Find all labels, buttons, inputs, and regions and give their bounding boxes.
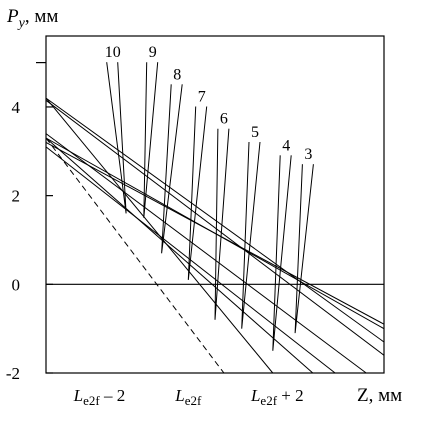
series-line-3	[45, 97, 385, 343]
leader-line-4	[272, 155, 292, 351]
series-line-9	[45, 137, 314, 374]
y-tick-label: 2	[12, 187, 21, 206]
leader-line-6	[214, 128, 230, 320]
series-line-dashed	[45, 137, 225, 374]
ticks-layer	[36, 62, 384, 374]
series-line-6	[45, 141, 385, 325]
leader-layer	[106, 62, 314, 351]
leader-line-9	[143, 62, 159, 218]
y-axis-label: Py, мм	[6, 6, 58, 31]
y-tick-label: 0	[12, 275, 21, 294]
x-tick-label: Le2f + 2	[250, 386, 304, 408]
series-line-10	[45, 97, 274, 374]
y-axis-label-unit: , мм	[25, 6, 59, 27]
leader-line-5	[241, 141, 261, 329]
leader-line-10	[106, 62, 127, 214]
series-line-4	[45, 99, 385, 356]
series-line-7	[45, 133, 367, 374]
y-tick-label: -2	[6, 364, 20, 383]
series-label-6: 6	[220, 111, 228, 128]
series-label-7: 7	[198, 89, 206, 106]
series-label-8: 8	[173, 66, 181, 83]
series-label-4: 4	[282, 137, 290, 154]
x-tick-label: Le2f – 2	[73, 386, 126, 408]
plot-frame	[45, 35, 385, 374]
series-label-5: 5	[251, 124, 259, 141]
series-label-9: 9	[149, 44, 157, 61]
y-tick-label: 4	[12, 98, 21, 117]
series-layer	[45, 97, 385, 374]
series-label-10: 10	[105, 44, 121, 61]
x-axis-label: Z, мм	[357, 385, 402, 406]
leader-line-7	[187, 106, 208, 280]
series-label-3: 3	[304, 146, 312, 163]
y-axis-label-sub: y	[17, 16, 26, 31]
y-axis-label-main: P	[6, 6, 19, 27]
leader-line-8	[161, 84, 183, 254]
leader-line-3	[294, 164, 314, 334]
x-tick-label: Le2f	[174, 386, 202, 408]
